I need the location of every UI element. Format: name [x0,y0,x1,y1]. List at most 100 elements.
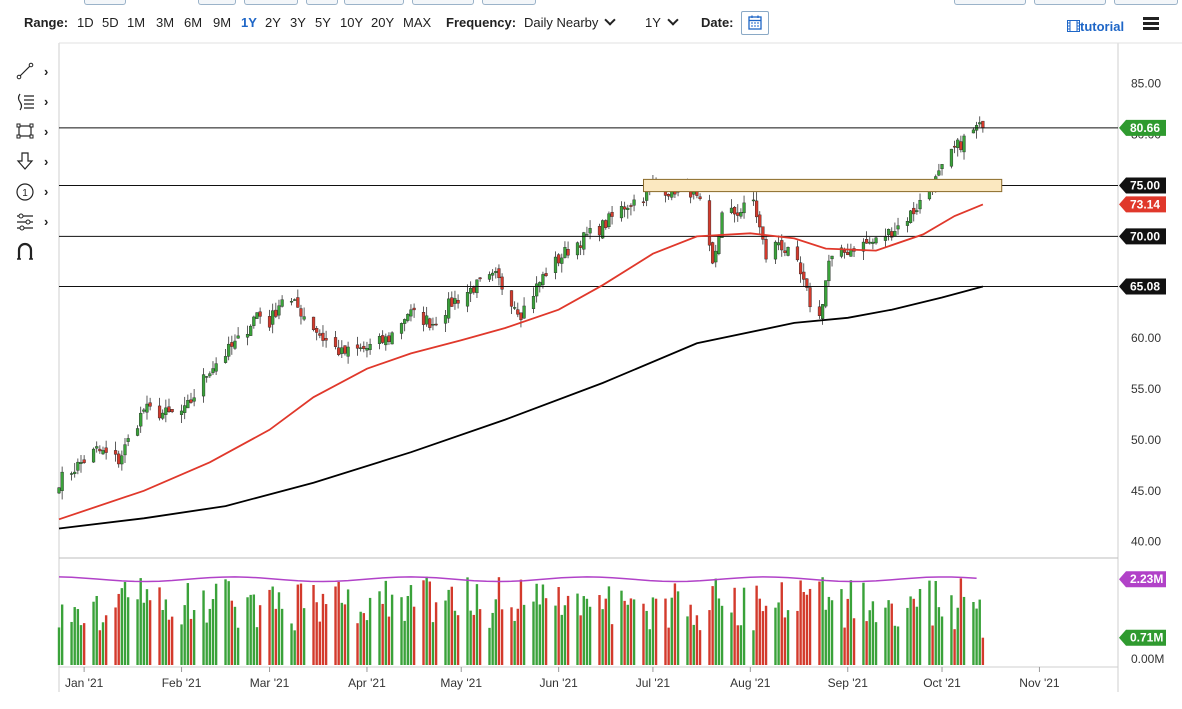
volume-bar [236,627,240,665]
range-1y[interactable]: 1Y [241,15,257,30]
top-tab[interactable] [306,0,338,5]
candle-body [487,274,492,280]
candle-body [478,277,482,280]
range-9m[interactable]: 9M [213,15,232,30]
range-max[interactable]: MAX [403,15,432,30]
top-tab[interactable] [344,0,404,5]
volume-bar [950,595,953,665]
top-tab[interactable] [482,0,536,5]
top-tab[interactable] [198,0,236,5]
settings-tool[interactable]: › [14,210,54,234]
volume-bar [730,612,733,665]
line-tool[interactable]: › [14,60,54,84]
candle-body [940,164,944,170]
top-tab[interactable] [954,0,1026,5]
volume-bar [148,600,152,665]
candle-body [827,260,831,282]
top-tab[interactable] [1114,0,1178,5]
candle-body [227,343,231,357]
candle-body [399,323,404,334]
x-tick-label: Oct '21 [923,676,961,690]
candle-body [362,345,366,349]
volume-bar [566,595,570,665]
candle-body [908,210,913,223]
candle-body [73,471,77,474]
volume-bar [450,586,454,665]
arrow-down-icon [16,152,34,170]
candle-body [340,347,344,354]
volume-bar [953,629,956,665]
menu-icon[interactable] [1143,17,1159,31]
volume-bar [277,592,281,665]
candle-body [377,336,382,344]
volume-bar [95,595,98,665]
volume-bar [601,609,604,665]
candle-body [751,199,756,202]
candle-body [670,183,674,198]
volume-bar [70,621,73,665]
frequency-label: Frequency: [446,15,517,30]
volume-bar [827,596,831,665]
resistance-zone [642,178,1003,193]
date-picker-button[interactable] [741,11,769,35]
candle-body [663,180,668,196]
range-6m[interactable]: 6M [184,15,203,30]
range-3y[interactable]: 3Y [290,15,306,30]
y-tick-label: 80.00 [1131,128,1161,142]
volume-bar [126,597,130,665]
volume-bar [865,621,868,665]
period-select[interactable]: 1Y [645,14,679,30]
volume-bar [60,604,64,665]
volume-bar [299,583,303,665]
candle-body [519,312,523,321]
volume-bar [400,597,403,665]
volume-bar [378,591,381,665]
range-5y[interactable]: 5Y [315,15,331,30]
candle-body [978,122,982,125]
candle-body [189,399,193,403]
top-tab[interactable] [412,0,474,5]
range-1d[interactable]: 1D [77,15,94,30]
arrow-tool[interactable]: › [14,150,54,174]
volume-bar [139,578,142,665]
volume-bar [582,596,585,665]
volume-bar [409,585,413,665]
range-3m[interactable]: 3M [156,15,175,30]
range-20y[interactable]: 20Y [371,15,395,30]
axes: 85.00 80.00 75.00 70.00 65.00 60.00 55.00 50.00… [65,77,1166,690]
volume-bar [554,605,557,665]
volume-bar [79,625,83,665]
number-tool[interactable]: 1 › [14,180,54,204]
candle-body [98,448,102,452]
volume-bar [777,602,780,665]
chevron-right-icon: › [44,64,49,79]
volume-bar [755,585,758,665]
candle-body [126,438,130,442]
top-tab[interactable] [1034,0,1106,5]
candle-body [101,450,105,455]
top-tab[interactable] [84,0,126,5]
volume-bar [692,624,695,665]
volume-bar [862,582,865,665]
frequency-select[interactable]: Daily Nearby [524,14,617,30]
range-5d[interactable]: 5D [102,15,119,30]
candle-body [852,248,856,252]
chevron-down-icon [604,14,617,26]
volume-bar [541,584,545,665]
volume-bar [246,597,249,665]
range-2y[interactable]: 2Y [265,15,281,30]
candle-body [387,335,391,342]
volume-bar [821,577,824,665]
range-10y[interactable]: 10Y [340,15,364,30]
fib-tool[interactable]: › [14,90,54,114]
tutorial-link[interactable]: tutorial [1067,19,1124,34]
volume-bar [852,618,856,665]
range-1m[interactable]: 1M [127,15,146,30]
candle-body [579,245,583,248]
volume-bar [733,587,736,665]
top-tab[interactable] [244,0,298,5]
rect-tool[interactable]: › [14,120,54,144]
volume-bar [557,587,560,665]
volume-bar [422,580,425,665]
magnet-tool[interactable] [14,240,54,264]
